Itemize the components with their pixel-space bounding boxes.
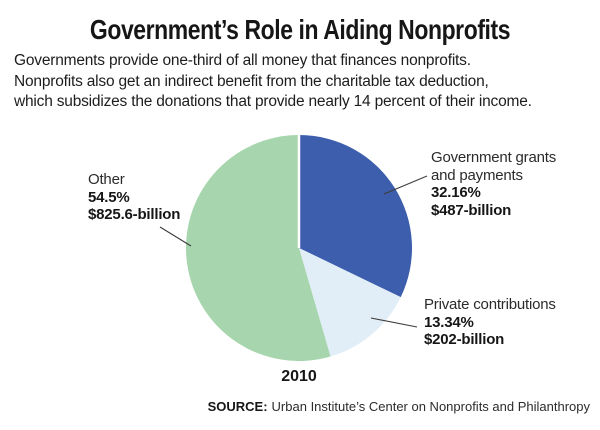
description-line: which subsidizes the donations that prov… xyxy=(14,93,532,110)
callout-label: Other xyxy=(88,171,125,188)
source-prefix: SOURCE: xyxy=(207,399,268,414)
callout-percent: 13.34% xyxy=(424,313,474,331)
callout-amount: $487-billion xyxy=(431,201,512,219)
callout-amount: $202-billion xyxy=(424,331,505,348)
leader-line-other xyxy=(159,226,192,247)
pie-slices-group xyxy=(185,134,413,361)
year-label: 2010 xyxy=(281,368,317,385)
callout-government-grants: Government grants and payments 32.16% $4… xyxy=(431,149,571,219)
callout-percent: 54.5% xyxy=(88,188,130,206)
pie-slice-government-grants-and-payments xyxy=(299,134,413,298)
source-line: SOURCE: Urban Institute’s Center on Nonpr… xyxy=(208,399,590,414)
pie-slice-other xyxy=(185,135,331,361)
description-paragraph: Governments provide one-third of all mon… xyxy=(14,51,532,113)
callout-percent: 32.16% xyxy=(431,184,481,201)
page-title: Government’s Role in Aiding Nonprofits xyxy=(89,14,511,45)
callout-private-contributions: Private contributions 13.34% $202-billio… xyxy=(424,296,594,349)
leader-line-government xyxy=(383,175,428,195)
description-line: Governments provide one-third of all mon… xyxy=(14,52,471,69)
pie-slice-private-contributions xyxy=(299,248,401,357)
callout-amount: $825.6-billion xyxy=(88,206,181,223)
callout-label: Private contributions xyxy=(424,296,556,313)
leader-line-private xyxy=(370,317,418,328)
callout-other: Other 54.5% $825.6-billion xyxy=(88,171,228,224)
callout-label: Government grants and payments xyxy=(431,149,556,184)
description-line: Nonprofits also get an indirect benefit … xyxy=(14,72,489,90)
source-text: Urban Institute’s Center on Nonprofits a… xyxy=(271,399,590,414)
